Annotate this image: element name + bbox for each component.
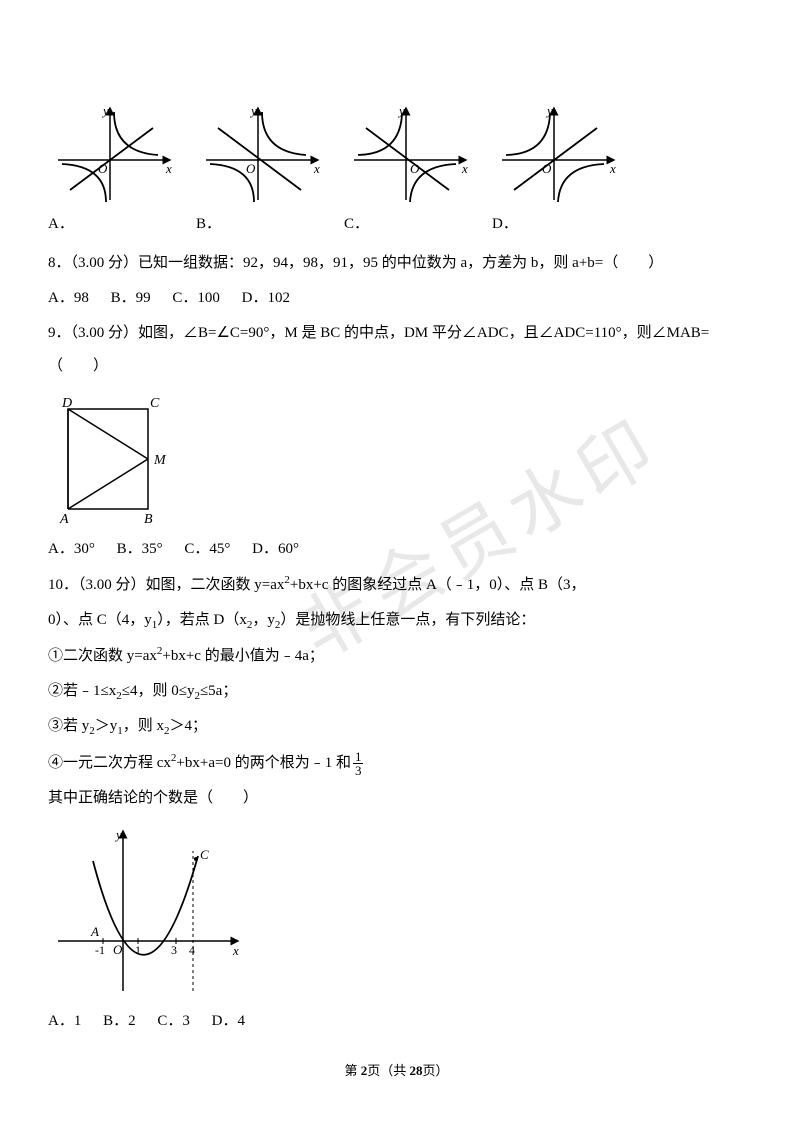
q10-tail: 其中正确结论的个数是（ ）	[48, 782, 745, 815]
svg-text:x: x	[232, 943, 239, 958]
q8-opt-b: B．99	[111, 290, 151, 306]
graph-d-svg: y x O	[492, 100, 622, 210]
q8-options: A．98 B．99 C．100 D．102	[48, 282, 745, 315]
q10-stmt1: ①二次函数 y=ax2+bx+c 的最小值为﹣4a；	[48, 639, 745, 673]
q10-stmt3: ③若 y2＞y1，则 x2＞4；	[48, 710, 745, 743]
q10-opt-c: C．3	[157, 1013, 190, 1029]
q9-figure: D C M A B	[48, 389, 745, 529]
svg-text:O: O	[410, 161, 420, 176]
page-content: y x O A． y x O B．	[48, 100, 745, 1038]
svg-text:A: A	[90, 924, 99, 939]
q9-opt-c: C．45°	[184, 541, 230, 557]
svg-text:D: D	[61, 396, 72, 411]
q9-text: 9．（3.00 分）如图，∠B=∠C=90°，M 是 BC 的中点，DM 平分∠…	[48, 317, 745, 383]
q8-opt-c: C．100	[172, 290, 220, 306]
option-label-a: A．	[48, 208, 74, 241]
q8-opt-a: A．98	[48, 290, 89, 306]
graph-option-row: y x O A． y x O B．	[48, 100, 745, 241]
svg-text:3: 3	[171, 943, 177, 957]
q9-opt-a: A．30°	[48, 541, 95, 557]
graph-a-svg: y x O	[48, 100, 178, 210]
graph-option-d: y x O D．	[492, 100, 622, 241]
svg-text:x: x	[609, 161, 616, 176]
graph-b-svg: y x O	[196, 100, 326, 210]
q10-line1: 10．（3.00 分）如图，二次函数 y=ax2+bx+c 的图象经过点 A（﹣…	[48, 568, 745, 602]
graph-option-a: y x O A．	[48, 100, 178, 241]
q10-opt-b: B．2	[103, 1013, 136, 1029]
q9-opt-d: D．60°	[252, 541, 299, 557]
option-label-d: D．	[492, 208, 518, 241]
option-label-b: B．	[196, 208, 221, 241]
q10-figure: y x C A -1 O 1 3 4	[48, 821, 745, 1001]
svg-text:y: y	[114, 827, 122, 842]
graph-option-c: y x O C．	[344, 100, 474, 241]
svg-text:A: A	[59, 512, 69, 527]
q10-opt-a: A．1	[48, 1013, 81, 1029]
svg-text:O: O	[246, 161, 256, 176]
svg-text:y: y	[101, 103, 109, 118]
svg-text:x: x	[165, 161, 172, 176]
q9-opt-b: B．35°	[117, 541, 163, 557]
page-footer: 第 2页（共 28页）	[0, 1057, 793, 1086]
q9-options: A．30° B．35° C．45° D．60°	[48, 533, 745, 566]
q10-opt-d: D．4	[212, 1013, 245, 1029]
svg-text:y: y	[249, 103, 257, 118]
svg-text:C: C	[200, 847, 209, 862]
svg-text:1: 1	[135, 943, 141, 957]
q10-stmt4: ④一元二次方程 cx2+bx+a=0 的两个根为﹣1 和13	[48, 746, 745, 780]
graph-c-svg: y x O	[344, 100, 474, 210]
q10-options: A．1 B．2 C．3 D．4	[48, 1005, 745, 1038]
option-label-c: C．	[344, 208, 369, 241]
q10-line2: 0）、点 C（4，y1），若点 D（x2，y2）是抛物线上任意一点，有下列结论：	[48, 604, 745, 637]
svg-text:-1: -1	[95, 943, 105, 957]
svg-text:B: B	[144, 512, 153, 527]
q8-text: 8．（3.00 分）已知一组数据：92，94，98，91，95 的中位数为 a，…	[48, 247, 745, 280]
graph-option-b: y x O B．	[196, 100, 326, 241]
q10-stmt2: ②若﹣1≤x2≤4，则 0≤y2≤5a；	[48, 675, 745, 708]
svg-text:x: x	[461, 161, 468, 176]
svg-text:C: C	[150, 396, 160, 411]
svg-text:x: x	[313, 161, 320, 176]
q8-opt-d: D．102	[242, 290, 290, 306]
svg-text:O: O	[113, 942, 123, 957]
svg-text:M: M	[153, 453, 167, 468]
svg-text:4: 4	[189, 943, 195, 957]
